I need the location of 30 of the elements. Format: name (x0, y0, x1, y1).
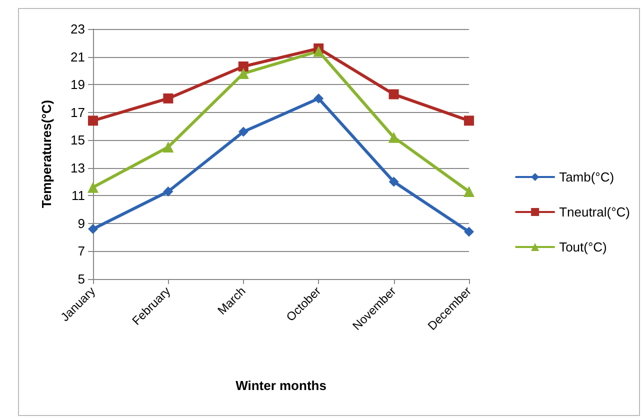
point (238, 62, 248, 72)
point (313, 46, 324, 57)
y-tick-label: 5 (78, 272, 85, 286)
point (388, 89, 399, 100)
point (314, 93, 324, 104)
y-axis-title: Temperatures(°C) (39, 100, 54, 208)
point (238, 126, 248, 137)
y-tick-label: 21 (70, 49, 85, 64)
y-tick-label: 7 (78, 244, 85, 259)
point (464, 226, 474, 237)
y-tick-label: 9 (78, 216, 85, 231)
point (88, 182, 98, 193)
point (388, 176, 399, 187)
y-tick-label: 13 (70, 160, 85, 176)
y-tick-label: 17 (70, 104, 85, 120)
point (162, 142, 174, 153)
y-tick-label: 15 (70, 132, 85, 148)
point (388, 132, 400, 143)
y-tick-label: 23 (70, 22, 85, 36)
point (163, 93, 174, 104)
point (464, 116, 474, 126)
point (163, 186, 174, 196)
legend-label: Tneutral(°C) (559, 204, 630, 220)
legend-label: Tout(°C) (559, 240, 607, 254)
point (88, 116, 98, 126)
point (464, 186, 474, 197)
y-tick-label: 19 (70, 77, 85, 92)
legend-label: Tamb(°C) (559, 170, 614, 184)
x-axis-title: Winter months (236, 378, 326, 393)
y-tick-label: 11 (72, 188, 85, 204)
